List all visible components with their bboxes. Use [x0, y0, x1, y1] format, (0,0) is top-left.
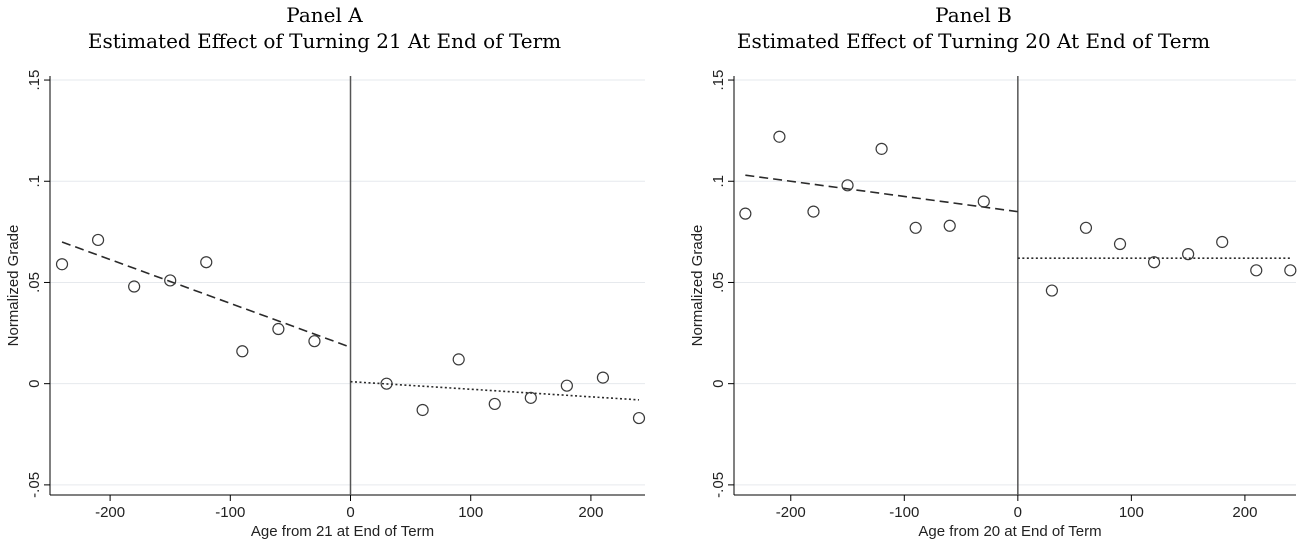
y-tick-label: .05: [26, 272, 43, 293]
data-point: [1147, 256, 1161, 269]
data-point: [1250, 264, 1263, 277]
x-tick-label: -100: [215, 504, 245, 521]
y-tick-label: .1: [26, 175, 43, 188]
fit-line-left-dashed: [745, 174, 1018, 213]
y-axis-title: Normalized Grade: [5, 225, 22, 347]
data-point: [128, 280, 141, 293]
x-tick-label: 200: [578, 504, 603, 521]
data-point: [308, 335, 321, 348]
panel-b-plot: -.05 0 .05 .1 .15 -200 -100 0 100 200 Age from 20 …: [689, 70, 1297, 540]
data-point: [91, 233, 105, 247]
y-tick-label: -.05: [26, 472, 43, 498]
data-point: [452, 353, 465, 366]
data-point: [488, 397, 501, 411]
x-tick-label: 0: [1014, 504, 1022, 521]
data-point: [164, 274, 177, 287]
data-point: [200, 256, 213, 269]
data-point: [632, 411, 646, 425]
panel-b-title: Estimated Effect of Turning 20 At End of…: [736, 29, 1211, 53]
data-point: [1216, 235, 1229, 249]
panel-a-label: Panel A: [286, 3, 363, 27]
data-point: [739, 207, 752, 220]
panel-b-label: Panel B: [935, 3, 1012, 27]
data-point: [1079, 221, 1093, 234]
x-tick-label: 200: [1232, 504, 1257, 521]
y-tick-label: .1: [710, 175, 727, 188]
data-point: [596, 371, 610, 384]
x-tick-label: -200: [95, 504, 125, 521]
y-tick-label: 0: [26, 379, 43, 387]
data-point: [1113, 237, 1127, 251]
panel-a-plot: -.05 0 .05 .1 .15 -200 -100 0 100 200 Age from 21 …: [5, 70, 646, 540]
data-point: [55, 258, 69, 271]
x-axis-title: Age from 20 at End of Term: [918, 523, 1101, 540]
data-point: [807, 205, 820, 218]
data-point: [1284, 264, 1297, 277]
data-point: [524, 391, 537, 404]
y-tick-label: .15: [710, 70, 727, 91]
data-point: [1045, 284, 1058, 297]
x-tick-label: -100: [889, 504, 919, 521]
data-point: [773, 130, 786, 143]
data-point: [943, 219, 956, 232]
data-point: [841, 179, 854, 192]
fit-line-right-dotted: [350, 380, 640, 401]
y-tick-label: .05: [710, 272, 727, 293]
data-point: [875, 142, 888, 155]
y-tick-label: 0: [710, 379, 727, 387]
data-point: [977, 195, 990, 208]
x-tick-label: 100: [458, 504, 483, 521]
data-point: [909, 221, 922, 234]
data-point: [272, 322, 285, 336]
y-tick-label: -.05: [710, 472, 727, 498]
data-point: [560, 379, 573, 392]
data-point: [236, 345, 249, 358]
y-tick-label: .15: [26, 70, 43, 91]
panel-a-title: Estimated Effect of Turning 21 At End of…: [87, 29, 562, 53]
fit-line-left-dashed: [61, 241, 351, 348]
data-point: [416, 403, 429, 417]
x-tick-label: 0: [346, 504, 354, 521]
data-point: [380, 377, 393, 390]
y-axis-title: Normalized Grade: [689, 225, 706, 347]
x-axis-title: Age from 21 at End of Term: [251, 523, 434, 540]
data-point: [1182, 248, 1195, 261]
x-tick-label: 100: [1119, 504, 1144, 521]
x-tick-label: -200: [776, 504, 806, 521]
